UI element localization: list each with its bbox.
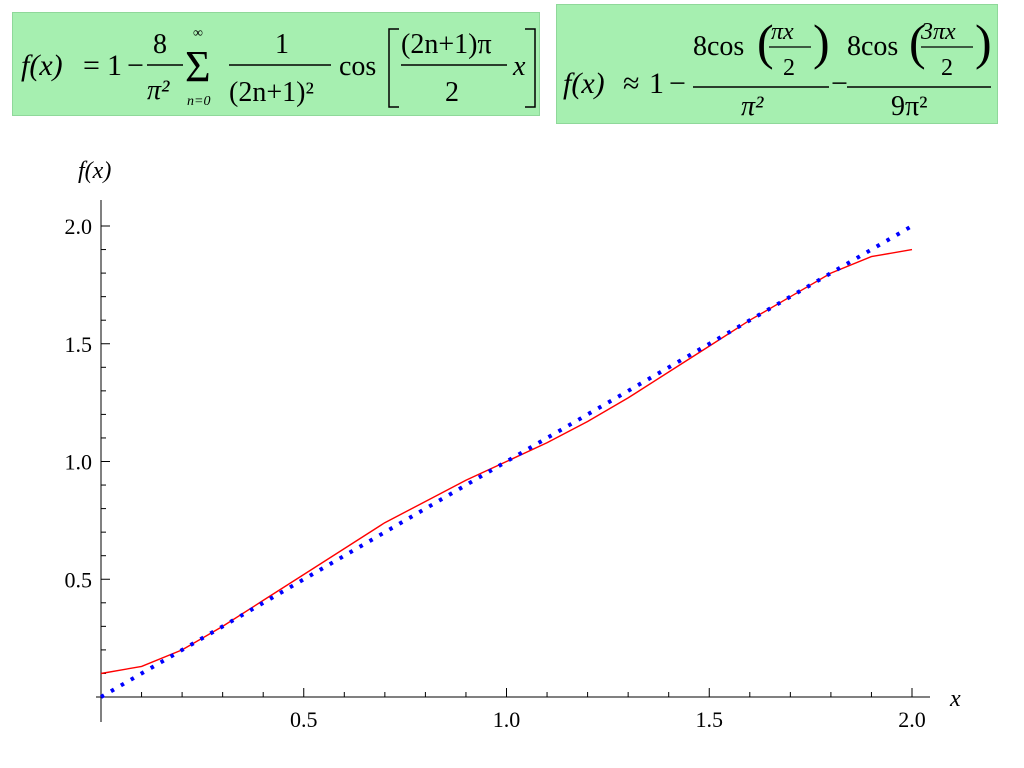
series-minus: − xyxy=(127,49,144,82)
y-tick-label: 1.0 xyxy=(65,450,93,475)
x-tick-label: 1.5 xyxy=(696,707,724,732)
series-lhs: f(x) xyxy=(21,49,63,82)
right-bracket xyxy=(525,28,536,108)
sum-lower-limit: n=0 xyxy=(187,94,210,109)
fourier-series-formula: f(x) = 1 − 8 π² ∞ Σ n=0 1 (2n+1)² cos (2… xyxy=(12,12,540,116)
term1-numerator: 8cos xyxy=(693,31,744,62)
series-equals: = xyxy=(83,49,100,82)
term1-denominator: π² xyxy=(741,91,764,122)
term2-numerator: 8cos xyxy=(847,31,898,62)
y-tick-label: 2.0 xyxy=(65,214,93,239)
term2-denominator: 9π² xyxy=(891,91,928,122)
chart-axes xyxy=(96,200,930,722)
series-arg-denominator: 2 xyxy=(445,77,459,108)
left-bracket xyxy=(388,28,399,108)
series-coef-denominator: π² xyxy=(147,75,170,106)
approx-minus-1: − xyxy=(669,67,686,100)
term1-inner-denominator: 2 xyxy=(783,55,795,81)
approximation-formula-svg: f(x) ≈ 1 − 8cos ( πx 2 ) π² − 8cos ( 3πx… xyxy=(563,14,992,122)
approx-symbol: ≈ xyxy=(623,67,639,100)
term2-inner-numerator: 3πx xyxy=(920,19,956,45)
chart-series xyxy=(99,224,914,699)
term1-left-paren: ( xyxy=(757,14,774,70)
x-tick-label: 1.0 xyxy=(493,707,521,732)
series-cos: cos xyxy=(339,51,376,82)
approximation-formula: f(x) ≈ 1 − 8cos ( πx 2 ) π² − 8cos ( 3πx… xyxy=(556,4,998,124)
term1-inner-numerator: πx xyxy=(771,19,794,45)
approx-one: 1 xyxy=(649,67,664,100)
series-term-denominator: (2n+1)² xyxy=(229,77,314,108)
series-term-numerator: 1 xyxy=(275,29,289,60)
series-arg-x: x xyxy=(512,51,526,82)
term1-right-paren: ) xyxy=(813,14,830,70)
y-tick-label: 1.5 xyxy=(65,332,93,357)
sum-upper-limit: ∞ xyxy=(193,26,203,41)
term2-right-paren: ) xyxy=(975,14,992,70)
chart-tick-labels: 0.5 1.0 1.5 2.0 0.5 1.0 1.5 2.0 xyxy=(65,214,926,732)
series-arg-numerator: (2n+1)π xyxy=(401,29,492,60)
fourier-series-formula-svg: f(x) = 1 − 8 π² ∞ Σ n=0 1 (2n+1)² cos (2… xyxy=(21,26,536,109)
solid-series-line xyxy=(100,248,913,675)
x-tick-label: 0.5 xyxy=(290,707,318,732)
fourier-approximation-chart: 0.5 1.0 1.5 2.0 0.5 1.0 1.5 2.0 f(x) x xyxy=(65,158,962,732)
series-coef-numerator: 8 xyxy=(153,29,167,60)
y-axis-title: f(x) xyxy=(78,158,111,184)
x-tick-label: 2.0 xyxy=(898,707,926,732)
y-tick-label: 0.5 xyxy=(65,567,93,592)
term2-left-paren: ( xyxy=(909,14,926,70)
series-one: 1 xyxy=(107,49,122,82)
approx-lhs: f(x) xyxy=(563,67,605,100)
term2-inner-denominator: 2 xyxy=(941,55,953,81)
x-axis-title: x xyxy=(949,686,961,712)
approx-minus-2: − xyxy=(831,67,848,100)
sum-sigma: Σ xyxy=(185,42,211,91)
